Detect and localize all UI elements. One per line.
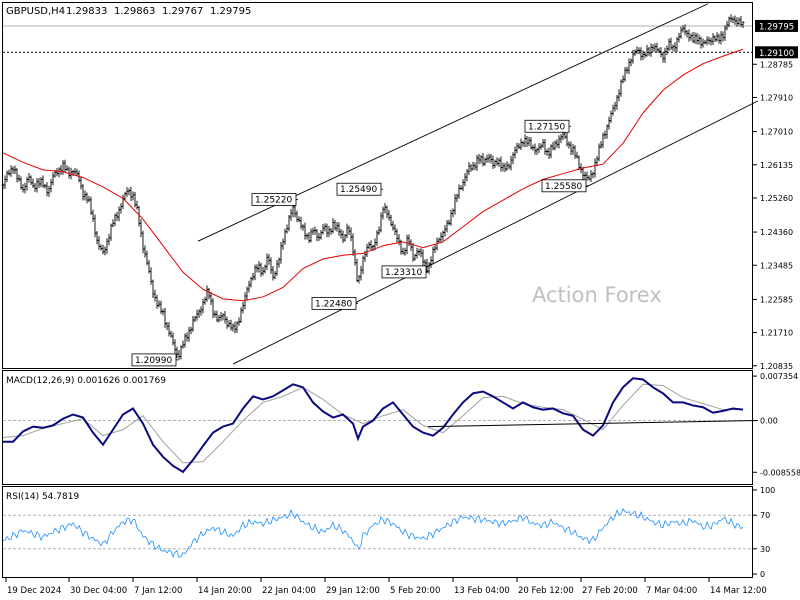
rsi-line: [2, 507, 744, 559]
symbol-label: GBPUSD,H4: [6, 6, 65, 17]
x-tick-label: 19 Dec 2024: [7, 586, 61, 596]
price-tick-label: 1.28785: [760, 60, 793, 69]
price-annotation-box: [311, 296, 357, 310]
price-tick-label: 1.21710: [760, 329, 793, 338]
x-tick-label: 14 Mar 12:00: [710, 586, 767, 596]
x-tick-label: 27 Feb 20:00: [582, 586, 638, 596]
current-price-flag-label: 1.29795: [759, 22, 794, 32]
rsi-tick-label: 70: [760, 511, 770, 520]
x-tick-label: 7 Mar 04:00: [646, 586, 697, 596]
rsi-panel-frame: [2, 486, 753, 578]
price-annotation-box: [336, 182, 382, 196]
price-tick-label: 1.20835: [760, 362, 793, 371]
price-annotation-label: 1.20990: [135, 356, 172, 366]
price-annotation-box: [251, 193, 297, 206]
x-tick-label: 14 Jan 20:00: [198, 586, 252, 596]
x-tick-label: 5 Feb 20:00: [390, 586, 440, 596]
x-tick-label: 30 Dec 04:00: [70, 586, 127, 596]
level-price-flag-label: 1.29100: [759, 49, 794, 59]
high-value: 1.29863: [114, 6, 155, 17]
macd-line: [3, 377, 744, 474]
close-value: 1.29795: [210, 6, 251, 17]
price-tick-label: 1.25260: [760, 194, 793, 203]
price-tick-label: 1.24360: [760, 228, 793, 237]
macd-tick-label: 0.007354: [760, 372, 798, 381]
x-tick-label: 13 Feb 04:00: [454, 586, 510, 596]
rsi-tick-label: 30: [760, 545, 770, 554]
macd-trendline: [427, 420, 759, 428]
price-annotation-box: [131, 353, 177, 367]
price-tick-label: 1.26135: [760, 161, 793, 170]
price-annotation-box: [524, 119, 570, 133]
price-annotation-box: [381, 265, 427, 279]
macd-tick-label: -0.008558: [760, 468, 800, 477]
price-panel-frame: [2, 2, 753, 369]
price-tick-label: 1.27910: [760, 93, 793, 102]
x-tick-label: 29 Jan 12:00: [326, 586, 380, 596]
macd-panel-frame: [2, 370, 753, 485]
moving-average-line: [2, 48, 744, 302]
watermark: Action Forex: [532, 283, 662, 307]
open-value: 1.29833: [66, 6, 107, 17]
level-price-flag: [755, 46, 798, 59]
price-annotation-box: [541, 179, 587, 193]
price-annotation-label: 1.23310: [385, 268, 422, 278]
x-tick-label: 22 Jan 04:00: [262, 586, 316, 596]
x-tick-label: 7 Jan 12:00: [134, 586, 182, 596]
rsi-tick-label: 100: [760, 486, 775, 495]
price-annotation-label: 1.25220: [255, 195, 292, 205]
price-chart: 1.28785 1.27910 1.27010 1.26135 1.25260 1.243…: [1, 3, 798, 371]
rsi-tick-label: 0: [760, 570, 765, 579]
macd-label: MACD(12,26,9) 0.001626 0.001769: [6, 376, 166, 386]
price-tick-label: 1.23485: [760, 261, 793, 270]
price-tick-label: 1.27010: [760, 128, 793, 137]
low-value: 1.29767: [162, 6, 203, 17]
x-axis: 19 Dec 2024 30 Dec 04:00 7 Jan 12:00 14 Jan…: [5, 578, 767, 596]
channel-lower-line: [232, 100, 759, 365]
macd-tick-label: 0.00: [760, 417, 778, 426]
rsi-chart: 100 70 30 0: [2, 486, 775, 579]
price-annotation-label: 1.25490: [340, 185, 377, 195]
x-tick-label: 20 Feb 12:00: [518, 586, 574, 596]
price-annotation-label: 1.27150: [528, 122, 565, 132]
rsi-label: RSI(14) 54.7819: [6, 492, 79, 502]
price-annotation-label: 1.25580: [545, 182, 582, 192]
current-price-flag: [755, 19, 798, 32]
price-tick-label: 1.22585: [760, 295, 793, 304]
macd-chart: 0.007354 0.00 -0.008558: [2, 372, 800, 477]
price-annotation-label: 1.22480: [315, 299, 352, 309]
